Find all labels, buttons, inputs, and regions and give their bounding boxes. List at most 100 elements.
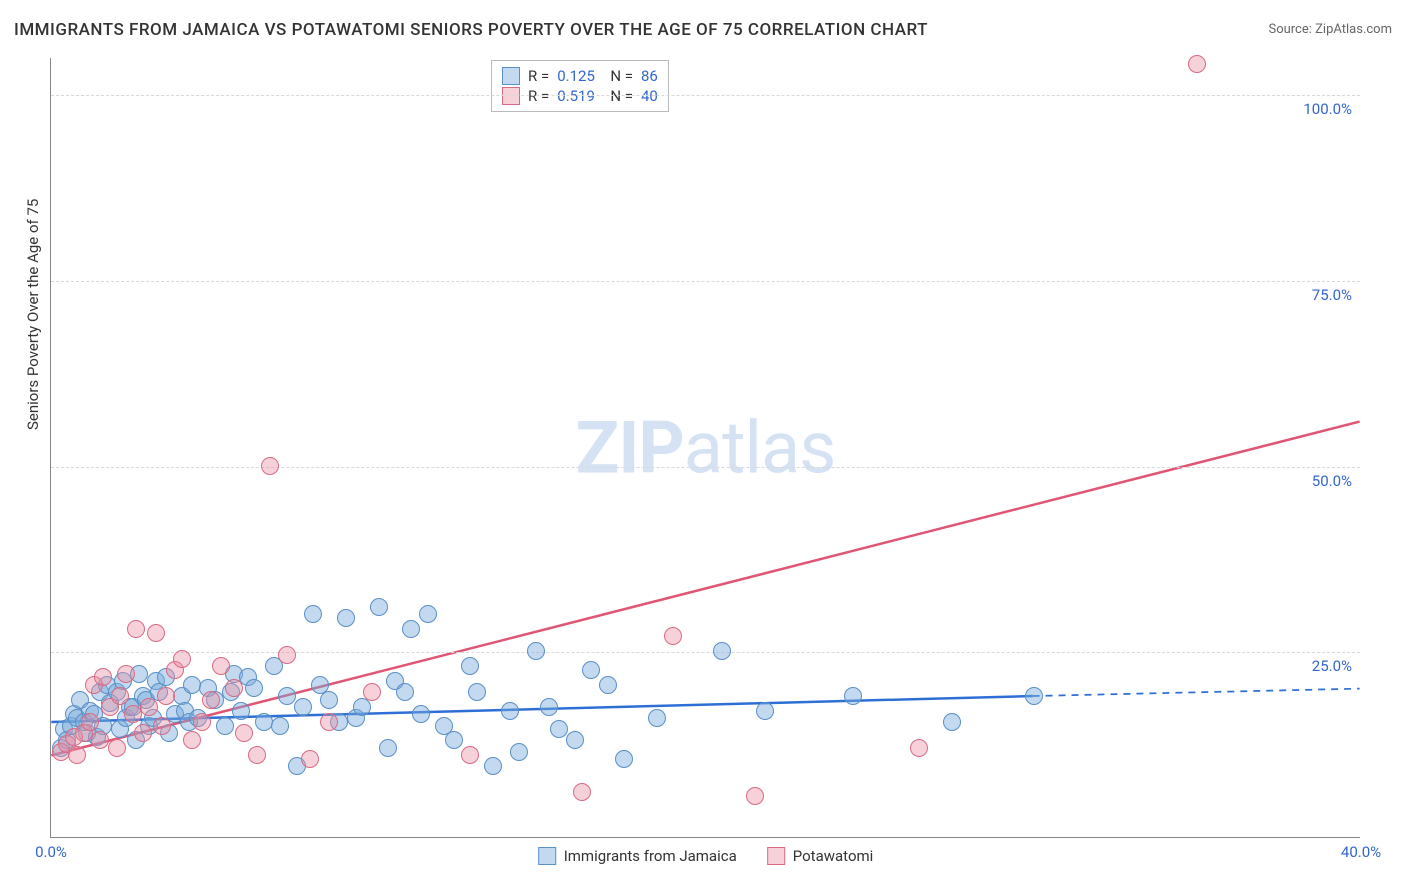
data-point: [294, 698, 312, 716]
data-point: [304, 605, 322, 623]
data-point: [566, 731, 584, 749]
correlation-chart: IMMIGRANTS FROM JAMAICA VS POTAWATOMI SE…: [0, 0, 1406, 892]
x-tick-label: 40.0%: [1341, 843, 1381, 861]
data-point: [320, 713, 338, 731]
data-point: [173, 650, 191, 668]
data-point: [461, 746, 479, 764]
data-point: [573, 783, 591, 801]
data-point: [235, 724, 253, 742]
data-point: [419, 605, 437, 623]
regression-line-extrapolated: [1033, 689, 1360, 696]
data-point: [1188, 55, 1206, 73]
x-tick-label: 0.0%: [35, 843, 67, 861]
data-point: [183, 731, 201, 749]
legend-n-value: 86: [641, 67, 658, 85]
data-point: [134, 724, 152, 742]
legend-swatch: [538, 847, 556, 865]
gridline: [51, 467, 1360, 468]
legend-swatch: [502, 67, 520, 85]
data-point: [94, 668, 112, 686]
data-point: [193, 713, 211, 731]
legend-n-label: N =: [603, 67, 633, 85]
y-tick-label: 25.0%: [1312, 657, 1352, 675]
data-point: [461, 657, 479, 675]
gridline: [51, 652, 1360, 653]
correlation-legend: R = 0.125 N = 86R = 0.519 N = 40: [491, 60, 669, 112]
data-point: [127, 620, 145, 638]
data-point: [363, 683, 381, 701]
source-prefix: Source:: [1268, 22, 1315, 37]
data-point: [278, 646, 296, 664]
data-point: [844, 687, 862, 705]
data-point: [255, 713, 273, 731]
gridline: [51, 95, 1360, 96]
data-point: [648, 709, 666, 727]
data-point: [746, 787, 764, 805]
data-point: [337, 609, 355, 627]
data-point: [320, 691, 338, 709]
data-point: [445, 731, 463, 749]
data-point: [582, 661, 600, 679]
data-point: [484, 757, 502, 775]
watermark: ZIPatlas: [576, 405, 836, 490]
data-point: [550, 720, 568, 738]
plot-area: ZIPatlas R = 0.125 N = 86R = 0.519 N = 4…: [50, 58, 1360, 838]
data-point: [412, 705, 430, 723]
data-point: [370, 598, 388, 616]
data-point: [81, 713, 99, 731]
series-legend-label: Potawatomi: [793, 847, 874, 865]
series-legend: Immigrants from Jamaica Potawatomi: [538, 847, 874, 865]
series-legend-label: Immigrants from Jamaica: [564, 847, 737, 865]
y-axis-label: Seniors Poverty Over the Age of 75: [24, 199, 42, 430]
data-point: [756, 702, 774, 720]
series-legend-item: Immigrants from Jamaica: [538, 847, 737, 865]
data-point: [540, 698, 558, 716]
legend-r-label: R =: [528, 67, 549, 85]
data-point: [402, 620, 420, 638]
data-point: [124, 705, 142, 723]
y-tick-label: 50.0%: [1312, 472, 1352, 490]
data-point: [108, 739, 126, 757]
data-point: [261, 457, 279, 475]
data-point: [147, 624, 165, 642]
data-point: [943, 713, 961, 731]
data-point: [212, 657, 230, 675]
data-point: [468, 683, 486, 701]
legend-swatch: [767, 847, 785, 865]
data-point: [510, 743, 528, 761]
source-attribution: Source: ZipAtlas.com: [1268, 22, 1392, 37]
legend-stat-row: R = 0.125 N = 86: [502, 66, 658, 86]
data-point: [225, 679, 243, 697]
data-point: [1025, 687, 1043, 705]
data-point: [117, 665, 135, 683]
source-name: ZipAtlas.com: [1315, 22, 1392, 37]
watermark-zip: ZIP: [576, 405, 684, 490]
data-point: [68, 746, 86, 764]
data-point: [202, 691, 220, 709]
watermark-atlas: atlas: [684, 405, 836, 490]
data-point: [140, 698, 158, 716]
data-point: [664, 627, 682, 645]
regression-lines-layer: [51, 58, 1360, 837]
data-point: [278, 687, 296, 705]
data-point: [615, 750, 633, 768]
y-tick-label: 75.0%: [1312, 286, 1352, 304]
data-point: [153, 717, 171, 735]
data-point: [245, 679, 263, 697]
data-point: [396, 683, 414, 701]
data-point: [713, 642, 731, 660]
data-point: [232, 702, 250, 720]
data-point: [111, 687, 129, 705]
data-point: [379, 739, 397, 757]
data-point: [216, 717, 234, 735]
y-tick-label: 100.0%: [1303, 100, 1352, 118]
data-point: [248, 746, 266, 764]
chart-title: IMMIGRANTS FROM JAMAICA VS POTAWATOMI SE…: [14, 20, 928, 40]
gridline: [51, 281, 1360, 282]
data-point: [271, 717, 289, 735]
data-point: [910, 739, 928, 757]
data-point: [527, 642, 545, 660]
data-point: [183, 676, 201, 694]
legend-r-value: 0.125: [557, 67, 595, 85]
series-legend-item: Potawatomi: [767, 847, 874, 865]
